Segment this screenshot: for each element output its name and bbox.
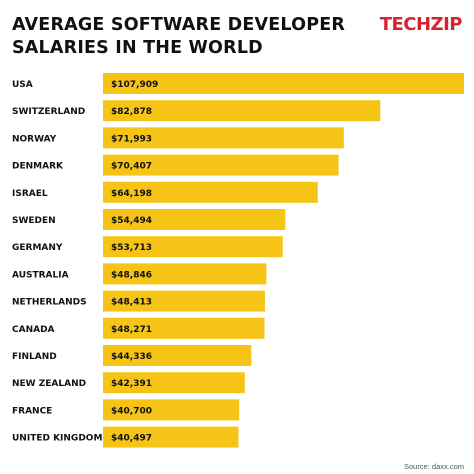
category-label: GERMANY [12,243,63,253]
category-label: DENMARK [12,162,64,172]
value-label: $54,494 [111,216,152,226]
value-label: $40,700 [111,406,152,416]
bar [103,426,239,448]
brand-logo: TECHZIP [379,14,463,35]
chart-title: AVERAGE SOFTWARE DEVELOPER SALARIES IN T… [12,14,345,60]
chart-title-line-1: AVERAGE SOFTWARE DEVELOPER [12,15,346,35]
value-label: $71,993 [111,134,152,144]
category-label: CANADA [12,325,55,335]
value-label: $48,271 [111,325,152,335]
bar [103,345,252,366]
category-label: SWITZERLAND [12,107,85,117]
value-label: $70,407 [111,162,152,172]
value-label: $82,878 [111,107,152,117]
category-label: AUSTRALIA [12,270,69,280]
bar [103,154,339,176]
bar [103,317,265,339]
bar [103,100,381,122]
source-note: Source: daxx.com [403,462,464,471]
bar [103,73,464,94]
value-label: $48,846 [111,270,152,280]
value-label: $42,391 [111,379,152,389]
category-label: USA [12,80,33,90]
bar [103,290,265,312]
category-label: NORWAY [12,134,57,144]
category-label: NEW ZEALAND [12,379,86,389]
value-label: $53,713 [111,243,152,253]
category-label: FINLAND [12,352,57,362]
chart-title-line-2: SALARIES IN THE WORLD [12,38,263,58]
value-label: $107,909 [111,80,158,90]
bar [103,372,245,394]
bar [103,263,267,285]
bar [103,399,240,421]
bar [103,127,344,149]
category-label: SWEDEN [12,216,56,226]
value-label: $48,413 [111,298,152,308]
category-label: FRANCE [12,406,52,416]
category-label: NETHERLANDS [12,298,87,308]
category-label: ISRAEL [12,189,48,199]
category-label: UNITED KINGDOM [12,434,102,444]
bar [103,209,286,230]
value-label: $40,497 [111,434,152,444]
value-label: $44,336 [111,352,152,362]
value-label: $64,198 [111,189,152,199]
bar [103,236,283,258]
bar [103,181,318,203]
